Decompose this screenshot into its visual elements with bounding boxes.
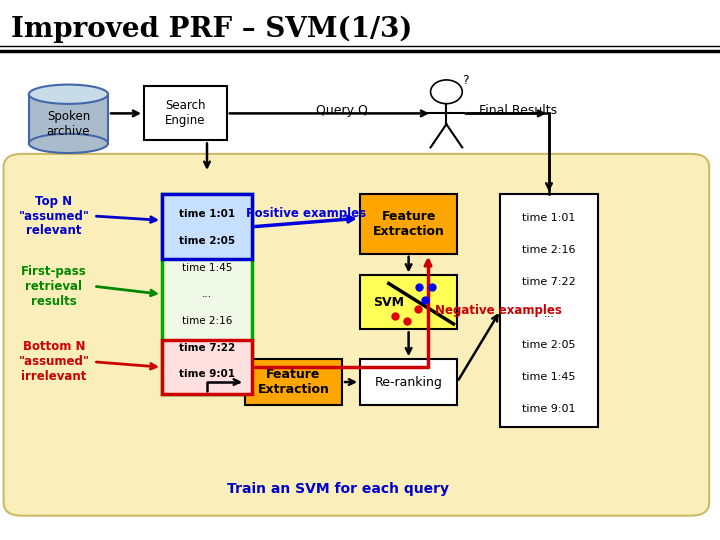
FancyBboxPatch shape — [245, 359, 342, 405]
Text: First-pass
retrieval
results: First-pass retrieval results — [21, 265, 87, 308]
FancyBboxPatch shape — [162, 340, 252, 394]
FancyBboxPatch shape — [162, 194, 252, 259]
Text: time 1:01: time 1:01 — [522, 213, 576, 223]
FancyBboxPatch shape — [360, 194, 457, 254]
Text: Search
Engine: Search Engine — [165, 99, 206, 127]
Ellipse shape — [29, 85, 108, 104]
Text: time 7:22: time 7:22 — [522, 277, 576, 287]
Text: Re-ranking: Re-ranking — [374, 375, 443, 389]
Text: Improved PRF – SVM(1/3): Improved PRF – SVM(1/3) — [11, 16, 412, 43]
Text: time 2:05: time 2:05 — [522, 341, 576, 350]
Text: time 2:16: time 2:16 — [182, 316, 232, 326]
Text: time 1:45: time 1:45 — [182, 262, 232, 273]
FancyBboxPatch shape — [360, 359, 457, 405]
Ellipse shape — [29, 134, 108, 153]
Text: Query Q: Query Q — [316, 104, 368, 117]
FancyBboxPatch shape — [360, 275, 457, 329]
Text: Positive examples: Positive examples — [246, 207, 366, 220]
Text: time 7:22: time 7:22 — [179, 342, 235, 353]
FancyBboxPatch shape — [144, 86, 227, 140]
Text: time 1:01: time 1:01 — [179, 210, 235, 219]
Text: Negative examples: Negative examples — [435, 304, 562, 317]
Text: Bottom N
"assumed"
irrelevant: Bottom N "assumed" irrelevant — [19, 340, 89, 383]
Text: Feature
Extraction: Feature Extraction — [373, 210, 444, 238]
Text: time 2:05: time 2:05 — [179, 236, 235, 246]
Text: ...: ... — [202, 289, 212, 299]
Text: Final Results: Final Results — [480, 104, 557, 117]
Circle shape — [431, 80, 462, 104]
Text: time 2:16: time 2:16 — [522, 245, 576, 255]
Text: Feature
Extraction: Feature Extraction — [258, 368, 329, 396]
Text: Top N
"assumed"
relevant: Top N "assumed" relevant — [19, 194, 89, 238]
Text: time 1:45: time 1:45 — [522, 372, 576, 382]
FancyBboxPatch shape — [4, 154, 709, 516]
FancyBboxPatch shape — [162, 194, 252, 394]
Text: Train an SVM for each query: Train an SVM for each query — [228, 482, 449, 496]
Text: ?: ? — [462, 75, 469, 87]
Text: time 9:01: time 9:01 — [179, 369, 235, 379]
Text: SVM: SVM — [373, 296, 404, 309]
Text: time 9:01: time 9:01 — [522, 404, 576, 414]
Text: ...: ... — [544, 309, 554, 319]
Text: Spoken
archive: Spoken archive — [47, 110, 90, 138]
Bar — [29, 94, 108, 143]
FancyBboxPatch shape — [500, 194, 598, 427]
